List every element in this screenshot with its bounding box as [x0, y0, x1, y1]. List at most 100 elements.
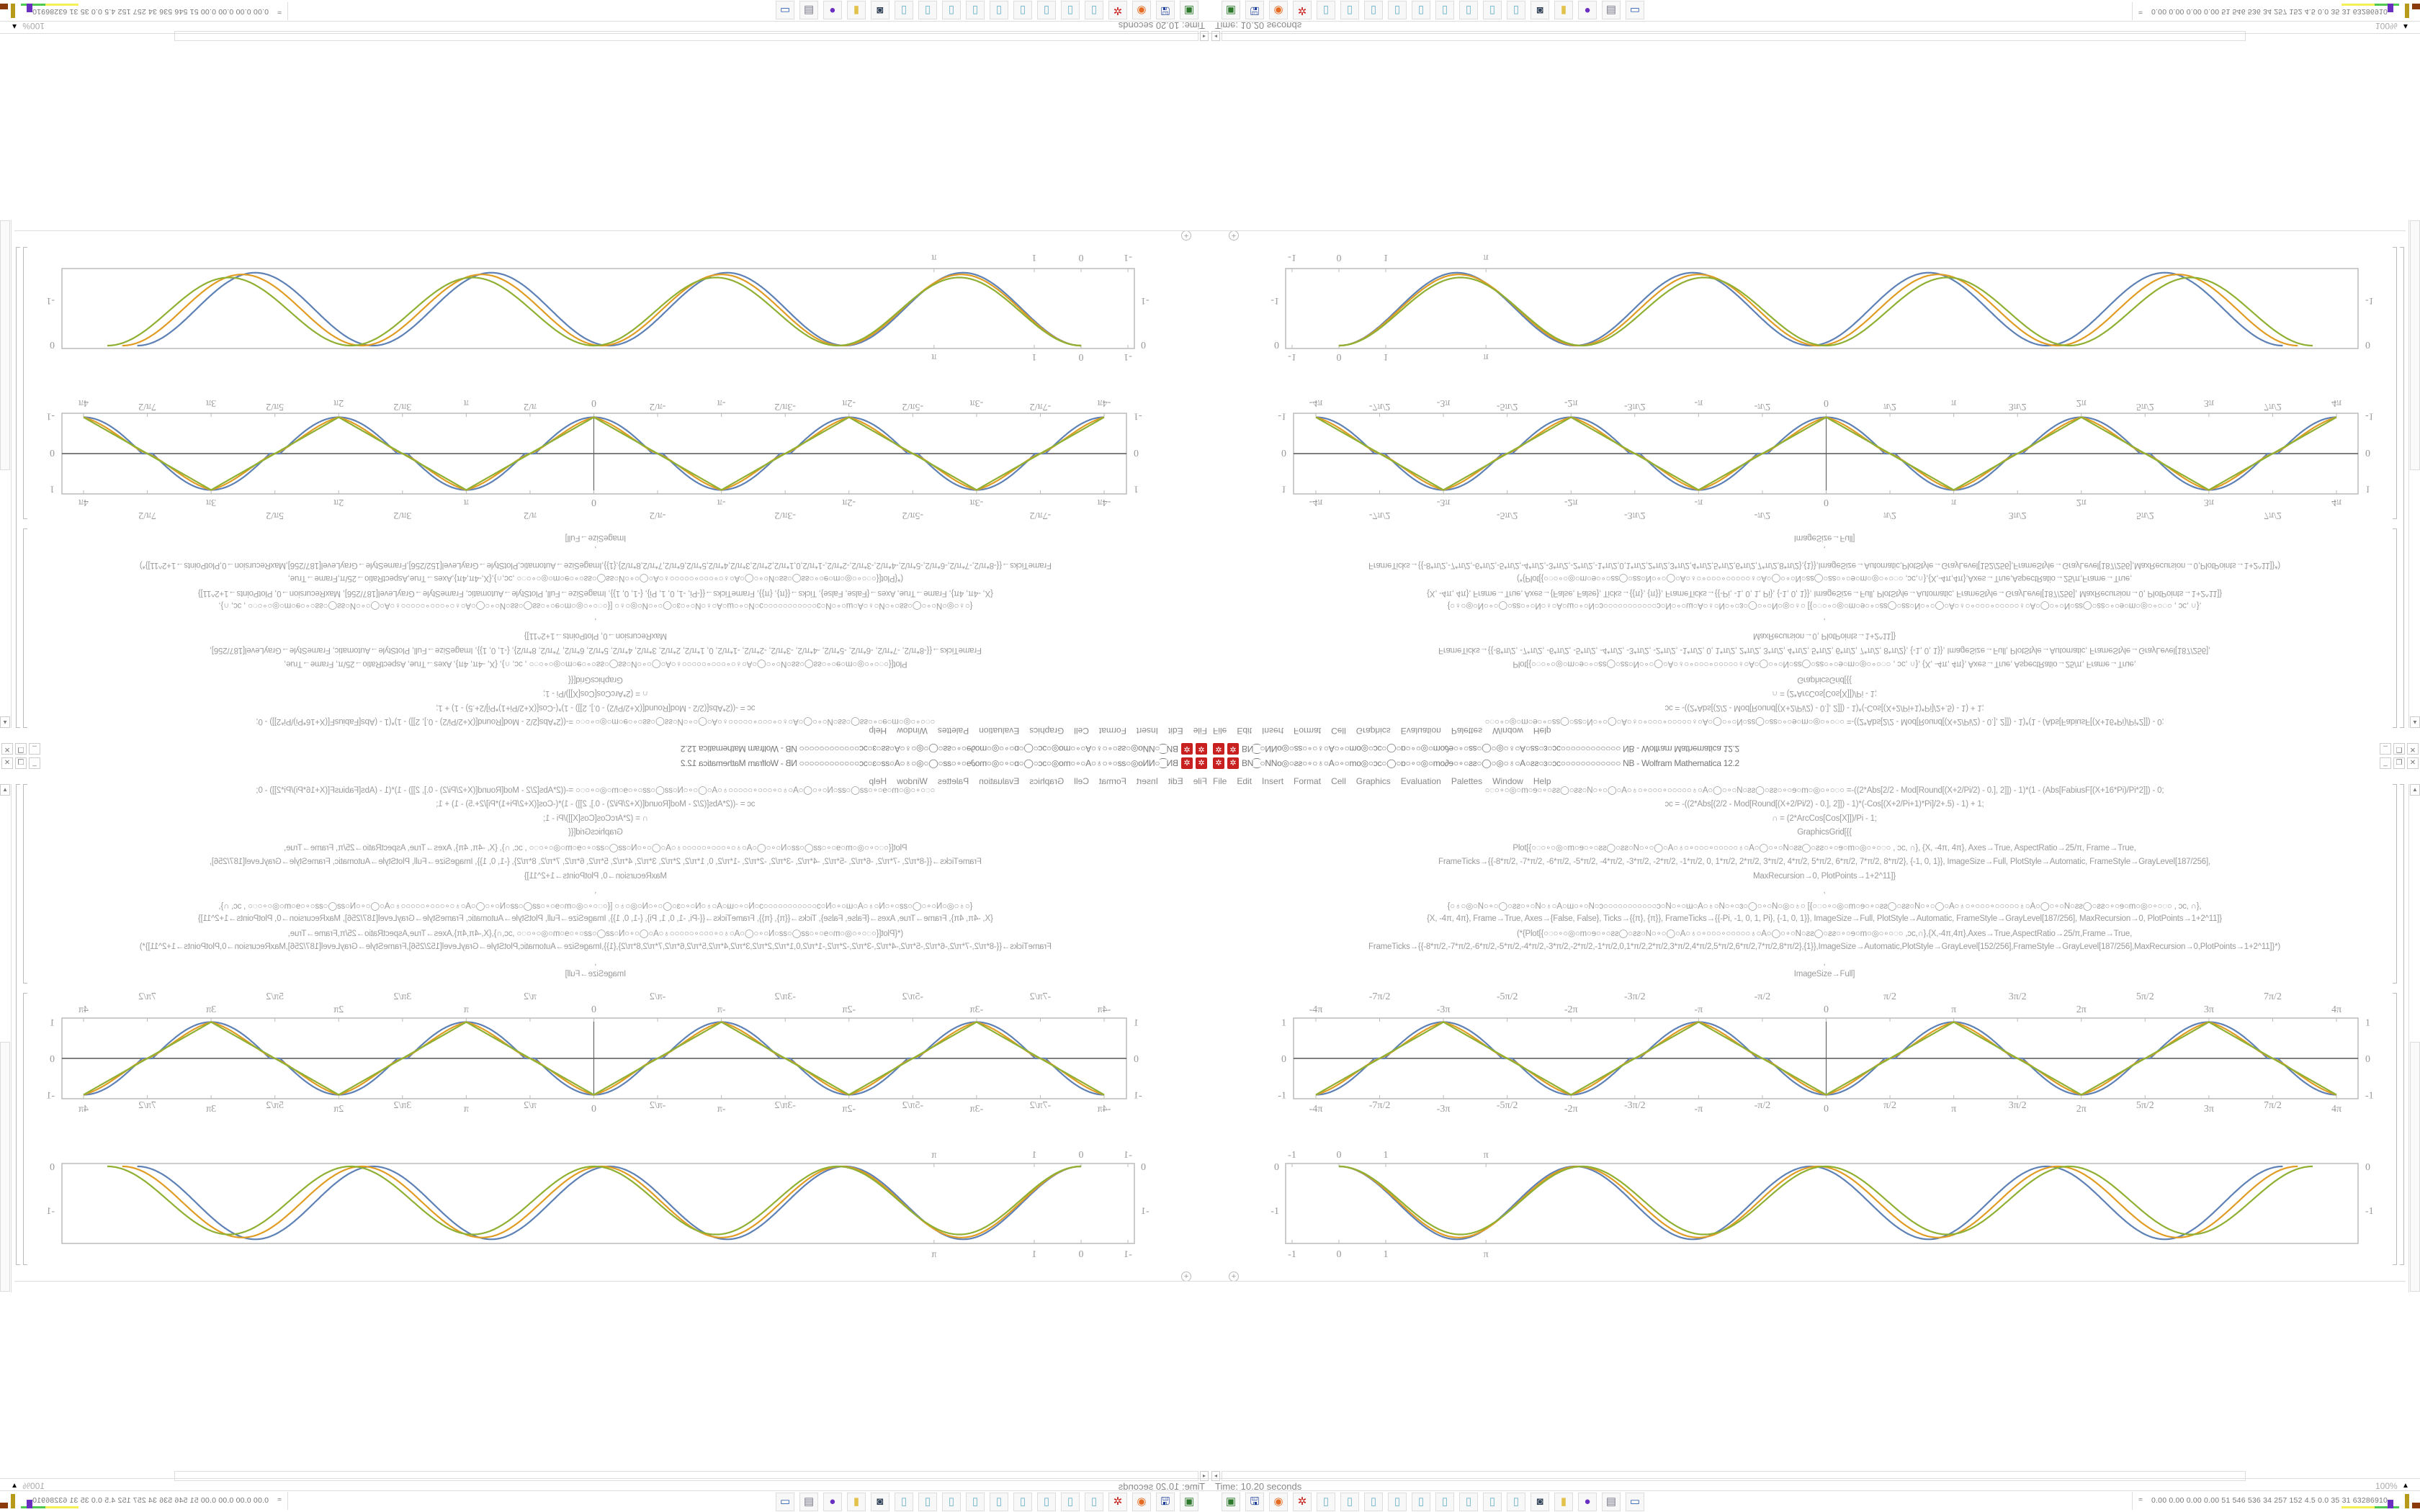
gear-app-icon[interactable]: ✲	[1293, 1493, 1312, 1511]
notepad-icon[interactable]: ▯	[1317, 1493, 1335, 1511]
document-icon[interactable]: ▤	[1602, 1493, 1621, 1511]
notepad-icon[interactable]: ▯	[990, 1, 1008, 19]
scroll-up-button[interactable]: ▲	[2410, 784, 2420, 796]
tray-expand-icon[interactable]: ≈	[2138, 8, 2143, 17]
code-line[interactable]: FrameTicks→{{-8*π/2,-7*π/2,-6*π/2,-5*π/2…	[1368, 942, 2280, 951]
menu-evaluation[interactable]: Evaluation	[1400, 776, 1441, 786]
vertical-scrollbar[interactable]: ▲	[2408, 784, 2420, 1292]
code-line[interactable]: ∩ = (2*ArcCos[Cos[X]])/Pi - 1;	[1772, 814, 1877, 823]
window-icon[interactable]: ▭	[776, 1493, 794, 1511]
notepad-icon[interactable]: ▯	[1364, 1, 1383, 19]
notepad-icon[interactable]: ▯	[1085, 1493, 1103, 1511]
notepad-icon[interactable]: ▯	[1412, 1493, 1430, 1511]
folder-icon[interactable]: ▮	[1554, 1, 1573, 19]
close-button[interactable]: ✕	[2407, 757, 2419, 769]
notepad-icon[interactable]: ▯	[918, 1493, 937, 1511]
cell-bracket[interactable]	[2393, 784, 2397, 984]
add-cell-button[interactable]: +	[1181, 230, 1191, 240]
floppy-disk-icon[interactable]: 🖫	[1156, 1, 1175, 19]
purple-app-icon[interactable]: ●	[1578, 1493, 1597, 1511]
notepad-icon[interactable]: ▯	[895, 1, 913, 19]
notepad-icon[interactable]: ▯	[1435, 1493, 1454, 1511]
floppy-disk-icon[interactable]: 🖫	[1245, 1, 1264, 19]
window-icon[interactable]: ▭	[1626, 1493, 1644, 1511]
scrollbar-thumb[interactable]	[0, 1042, 10, 1292]
notepad-icon[interactable]: ▯	[1340, 1493, 1359, 1511]
notepad-icon[interactable]: ▯	[1459, 1, 1478, 19]
notepad-icon[interactable]: ▯	[942, 1, 961, 19]
cell-group-bracket[interactable]	[16, 784, 20, 1265]
code-line[interactable]: ImageSize→Full]	[1793, 970, 1855, 978]
terminal-icon[interactable]: ▣	[1222, 1493, 1240, 1511]
add-cell-button[interactable]: +	[1229, 230, 1239, 240]
cell-bracket[interactable]	[2393, 247, 2397, 519]
menu-cell[interactable]: Cell	[1331, 776, 1346, 786]
cell-bracket[interactable]	[23, 993, 27, 1265]
code-line[interactable]: Plot[{○◌○∘○◎○m○ɘ○∘○ƨƨ◯○ƨƨ○N○∘○◯○A○♁○∘○○○…	[1512, 844, 2136, 852]
scroll-up-button[interactable]: ▲	[0, 784, 10, 796]
notepad-icon[interactable]: ▯	[1061, 1493, 1080, 1511]
code-line[interactable]: (*{Plot[{○◌○∘○◎○m○ɘ○∘○ƨƨ◯○ƨƨ○N○∘○◯○A○♁○∘…	[1516, 930, 2133, 938]
code-line[interactable]: FrameTicks→{{-8*π/2, -7*π/2, -6*π/2, -5*…	[1438, 858, 2210, 866]
folder-icon[interactable]: ▮	[847, 1, 866, 19]
notepad-icon[interactable]: ▯	[1013, 1, 1032, 19]
notepad-icon[interactable]: ▯	[942, 1493, 961, 1511]
code-line[interactable]: ,	[1823, 958, 1826, 967]
menu-palettes[interactable]: Palettes	[1451, 776, 1483, 786]
floppy-disk-icon[interactable]: 🖫	[1156, 1493, 1175, 1511]
notepad-icon[interactable]: ▯	[1317, 1, 1335, 19]
menu-edit[interactable]: Edit	[1237, 776, 1252, 786]
vertical-scrollbar[interactable]: ▲	[0, 784, 12, 1292]
scroll-left-button[interactable]: ◂	[1211, 1471, 1220, 1481]
vertical-scrollbar[interactable]: ▲	[2408, 220, 2420, 728]
zoom-level[interactable]: 100%	[22, 1481, 45, 1491]
cell-bracket[interactable]	[23, 247, 27, 519]
window-icon[interactable]: ▭	[776, 1, 794, 19]
notepad-icon[interactable]: ▯	[1483, 1493, 1502, 1511]
zoom-level[interactable]: 100%	[2375, 21, 2398, 31]
code-line[interactable]: GraphicsGrid[{{	[1797, 828, 1852, 837]
notepad-icon[interactable]: ▯	[1388, 1493, 1407, 1511]
cell-group-bracket[interactable]	[2400, 247, 2404, 728]
notepad-icon[interactable]: ▯	[895, 1493, 913, 1511]
notepad-icon[interactable]: ▯	[918, 1, 937, 19]
notepad-icon[interactable]: ▯	[1388, 1, 1407, 19]
code-line[interactable]: ↄc = -((2*Abs[(2/2 - Mod[Round[(X+2/Pi/2…	[1664, 800, 1984, 809]
firefox-icon[interactable]: ◉	[1269, 1493, 1288, 1511]
folder-icon[interactable]: ▮	[1554, 1493, 1573, 1511]
horizontal-scrollbar[interactable]: ◂	[1210, 1471, 2420, 1481]
terminal-icon[interactable]: ▣	[1180, 1, 1198, 19]
zoom-menu-arrow-icon[interactable]: ▲	[2402, 1482, 2409, 1490]
firefox-icon[interactable]: ◉	[1132, 1493, 1151, 1511]
restore-button[interactable]: ❐	[2393, 757, 2405, 769]
zoom-menu-arrow-icon[interactable]: ▲	[11, 22, 18, 30]
cell-bracket[interactable]	[2393, 528, 2397, 728]
code-line[interactable]: ○◌○∘○◎○m○ɘ○∘○ƨƨ◯○ƨƨ○N○∘○◯○A○♁○∘○○○∘○○○○○…	[1484, 786, 2164, 795]
gear-app-icon[interactable]: ✲	[1108, 1, 1127, 19]
tray-expand-icon[interactable]: ≈	[2138, 1495, 2143, 1504]
zoom-level[interactable]: 100%	[22, 21, 45, 31]
scrollbar-thumb[interactable]	[2410, 1042, 2420, 1292]
purple-app-icon[interactable]: ●	[1578, 1, 1597, 19]
notepad-icon[interactable]: ▯	[1340, 1, 1359, 19]
notepad-icon[interactable]: ▯	[1364, 1493, 1383, 1511]
code-line[interactable]: {X, -4π, 4π}, Frame→True, Axes→{False, F…	[1427, 914, 2222, 923]
notepad-icon[interactable]: ▯	[1483, 1, 1502, 19]
tray-expand-icon[interactable]: ≈	[277, 1495, 282, 1504]
terminal-icon[interactable]: ▣	[1222, 1, 1240, 19]
code-line[interactable]: {○♁○◎○N○∘○◯○ƨƨ○∘○N○♁○A○ɯ○∘○N○ɔ○○○○○○○○○○…	[1447, 902, 2202, 911]
scrollbar-thumb[interactable]	[2410, 220, 2420, 470]
scroll-up-button[interactable]: ▲	[2410, 716, 2420, 728]
vertical-scrollbar[interactable]: ▲	[0, 220, 12, 728]
camera-icon[interactable]: ◙	[1531, 1, 1549, 19]
notepad-icon[interactable]: ▯	[990, 1493, 1008, 1511]
zoom-menu-arrow-icon[interactable]: ▲	[11, 1482, 18, 1490]
document-icon[interactable]: ▤	[1602, 1, 1621, 19]
scrollbar-track[interactable]	[174, 1471, 1198, 1481]
cell-bracket[interactable]	[2393, 993, 2397, 1265]
code-line[interactable]: ,	[1823, 886, 1826, 895]
notepad-icon[interactable]: ▯	[966, 1, 985, 19]
notepad-icon[interactable]: ▯	[1412, 1, 1430, 19]
menu-format[interactable]: Format	[1294, 776, 1322, 786]
gear-app-icon[interactable]: ✲	[1108, 1493, 1127, 1511]
